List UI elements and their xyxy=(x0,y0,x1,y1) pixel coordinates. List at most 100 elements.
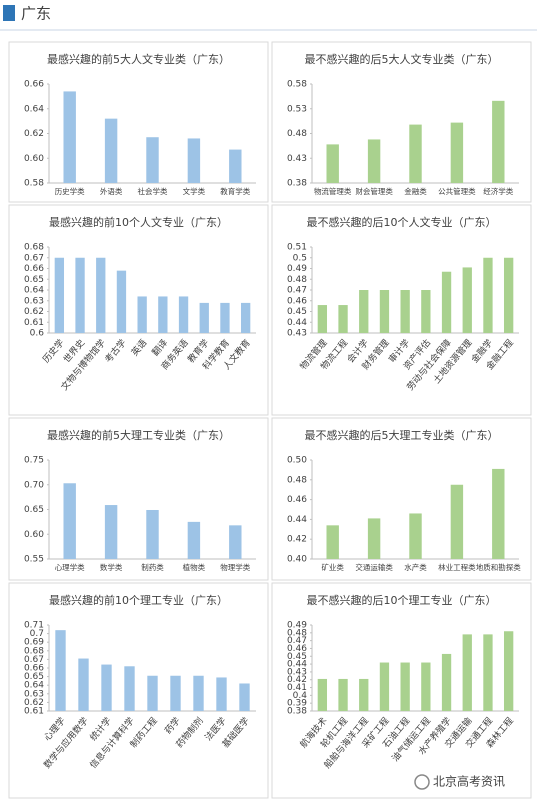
y-tick-label: 0.39 xyxy=(287,699,307,709)
y-tick-label: 0.38 xyxy=(287,179,307,189)
x-tick-label: 交通运输类 xyxy=(355,562,393,572)
y-tick-label: 0.58 xyxy=(287,80,307,90)
x-tick-label: 社会学类 xyxy=(138,186,168,196)
x-tick-label: 文学类 xyxy=(183,186,206,196)
y-tick-label: 0.45 xyxy=(287,307,307,317)
bar xyxy=(492,468,505,559)
bar xyxy=(367,139,381,183)
panel xyxy=(8,41,269,203)
y-tick-label: 0.65 xyxy=(24,505,44,515)
chart-title: 最感兴趣的前10个人文专业（广东） xyxy=(49,215,228,229)
x-tick-label: 矿业类 xyxy=(321,562,344,572)
y-tick-label: 0.70 xyxy=(24,480,44,490)
y-tick-label: 0.63 xyxy=(24,689,44,699)
y-tick-label: 0.47 xyxy=(287,286,307,296)
panel xyxy=(271,41,532,203)
y-tick-label: 0.46 xyxy=(287,495,307,505)
panel xyxy=(8,417,269,581)
x-tick-label: 物理学类 xyxy=(220,562,250,572)
bar xyxy=(193,675,204,711)
y-tick-label: 0.65 xyxy=(24,275,44,285)
y-tick-label: 0.62 xyxy=(24,129,44,139)
bar xyxy=(317,305,328,333)
bar xyxy=(367,518,381,559)
y-tick-label: 0.40 xyxy=(287,555,307,565)
bar xyxy=(104,505,118,559)
bar xyxy=(483,634,493,711)
x-tick-label: 林业工程类 xyxy=(438,562,476,572)
y-tick-label: 0.43 xyxy=(287,329,307,339)
bar xyxy=(441,271,452,333)
bar xyxy=(147,675,158,711)
panel xyxy=(271,417,532,581)
y-tick-label: 0.53 xyxy=(287,104,307,114)
y-tick-label: 0.48 xyxy=(287,129,307,139)
bar xyxy=(78,658,89,711)
bar xyxy=(54,257,65,333)
bar xyxy=(317,678,328,711)
x-tick-label: 公共管理类 xyxy=(438,186,476,196)
bar xyxy=(462,267,472,333)
chart-title: 最感兴趣的前5大人文专业类（广东） xyxy=(47,52,230,66)
bar xyxy=(116,270,127,333)
chart-title: 最感兴趣的前10个理工专业（广东） xyxy=(49,593,228,607)
y-tick-label: 0.60 xyxy=(24,154,44,164)
bar xyxy=(400,662,410,711)
bar xyxy=(101,664,112,711)
bar xyxy=(170,675,181,711)
x-tick-label: 数学类 xyxy=(100,562,123,572)
bar xyxy=(492,100,505,183)
y-tick-label: 0.49 xyxy=(287,264,307,274)
y-tick-label: 0.38 xyxy=(287,707,307,717)
watermark: 北京高考资讯 xyxy=(433,774,505,789)
bar xyxy=(63,483,76,559)
bar xyxy=(158,296,168,333)
bar xyxy=(450,484,464,559)
x-tick-label: 地质和勘探类 xyxy=(476,562,521,572)
bar xyxy=(441,653,452,711)
bar xyxy=(96,257,106,333)
y-tick-label: 0.44 xyxy=(287,660,307,670)
bar xyxy=(421,662,431,711)
y-tick-label: 0.58 xyxy=(24,179,44,189)
y-tick-label: 0.43 xyxy=(287,154,307,164)
y-tick-label: 0.63 xyxy=(24,296,44,306)
y-tick-label: 0.42 xyxy=(287,535,307,545)
x-tick-label: 外语类 xyxy=(100,186,123,196)
x-tick-label: 制药类 xyxy=(141,562,164,572)
y-tick-label: 0.66 xyxy=(24,664,44,674)
y-tick-label: 0.45 xyxy=(287,652,307,662)
chart-title: 最不感兴趣的后10个人文专业（广东） xyxy=(307,215,497,229)
bar xyxy=(379,290,390,333)
bar xyxy=(359,290,369,333)
y-tick-label: 0.44 xyxy=(287,318,307,328)
bar xyxy=(409,513,422,559)
chart-title: 最不感兴趣的后10个理工专业（广东） xyxy=(307,593,497,607)
bar xyxy=(338,305,348,333)
bar xyxy=(124,666,135,711)
bar xyxy=(137,296,147,333)
bar xyxy=(338,678,348,711)
bar xyxy=(421,290,431,333)
bar xyxy=(178,296,189,333)
bar xyxy=(146,137,159,183)
y-tick-label: 0.42 xyxy=(287,675,307,685)
y-tick-label: 0.62 xyxy=(24,307,44,317)
y-tick-label: 0.5 xyxy=(293,253,307,263)
x-tick-label: 植物类 xyxy=(183,562,206,572)
y-tick-label: 0.67 xyxy=(24,655,44,665)
y-tick-label: 0.43 xyxy=(287,667,307,677)
y-tick-label: 0.55 xyxy=(24,555,44,565)
y-tick-label: 0.48 xyxy=(287,628,307,638)
y-tick-label: 0.47 xyxy=(287,636,307,646)
bar xyxy=(220,302,230,333)
bar xyxy=(187,521,201,559)
x-tick-label: 水产类 xyxy=(404,562,427,572)
y-tick-label: 0.6 xyxy=(30,329,45,339)
chart-title: 最感兴趣的前5大理工专业类（广东） xyxy=(47,428,230,442)
y-tick-label: 0.64 xyxy=(24,681,44,691)
y-tick-label: 0.41 xyxy=(287,683,307,693)
bar xyxy=(239,683,250,711)
watermark-icon xyxy=(414,774,430,790)
